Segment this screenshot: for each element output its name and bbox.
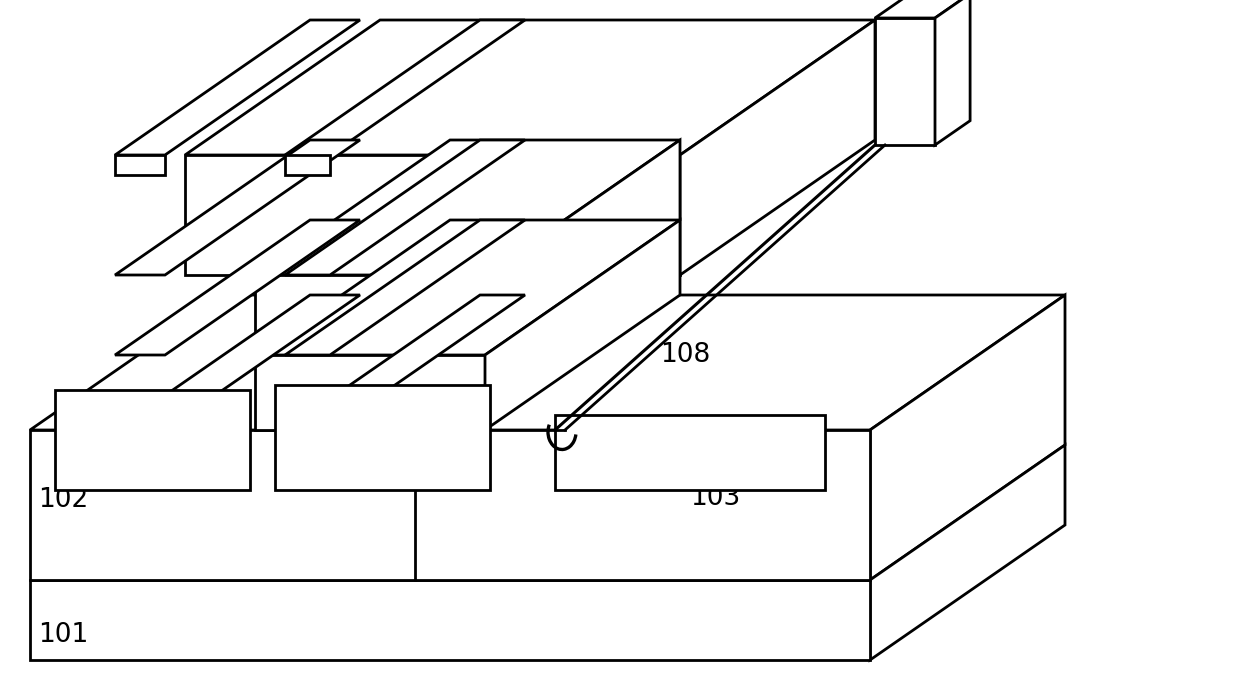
Polygon shape xyxy=(870,295,1065,580)
Polygon shape xyxy=(875,18,935,145)
Polygon shape xyxy=(285,140,525,275)
Polygon shape xyxy=(55,390,250,490)
Polygon shape xyxy=(255,355,485,430)
Polygon shape xyxy=(30,580,870,660)
Polygon shape xyxy=(285,155,330,175)
Polygon shape xyxy=(870,445,1065,660)
Polygon shape xyxy=(185,155,680,275)
Text: 109: 109 xyxy=(580,445,630,471)
Polygon shape xyxy=(115,295,360,430)
Text: 102: 102 xyxy=(38,487,88,513)
Text: 103: 103 xyxy=(689,485,740,511)
Text: 101: 101 xyxy=(38,622,88,648)
Polygon shape xyxy=(285,220,525,355)
Polygon shape xyxy=(275,385,490,490)
Polygon shape xyxy=(935,0,970,145)
Text: 107: 107 xyxy=(415,185,465,211)
Text: 110: 110 xyxy=(620,437,671,463)
Polygon shape xyxy=(115,155,165,175)
Polygon shape xyxy=(255,140,680,275)
Polygon shape xyxy=(115,220,360,355)
Polygon shape xyxy=(285,295,525,430)
Polygon shape xyxy=(285,20,525,155)
Polygon shape xyxy=(556,415,825,490)
Polygon shape xyxy=(875,0,970,18)
Polygon shape xyxy=(485,140,680,355)
Text: 105: 105 xyxy=(280,387,330,413)
Text: 108: 108 xyxy=(660,342,711,368)
Polygon shape xyxy=(30,430,870,580)
Polygon shape xyxy=(115,140,360,275)
Text: 104: 104 xyxy=(74,422,125,448)
Polygon shape xyxy=(185,20,875,155)
Polygon shape xyxy=(255,275,485,355)
Polygon shape xyxy=(680,20,875,275)
Text: 106: 106 xyxy=(278,295,329,321)
Polygon shape xyxy=(485,220,680,430)
Polygon shape xyxy=(30,295,1065,430)
Polygon shape xyxy=(255,220,680,355)
Polygon shape xyxy=(115,20,360,155)
